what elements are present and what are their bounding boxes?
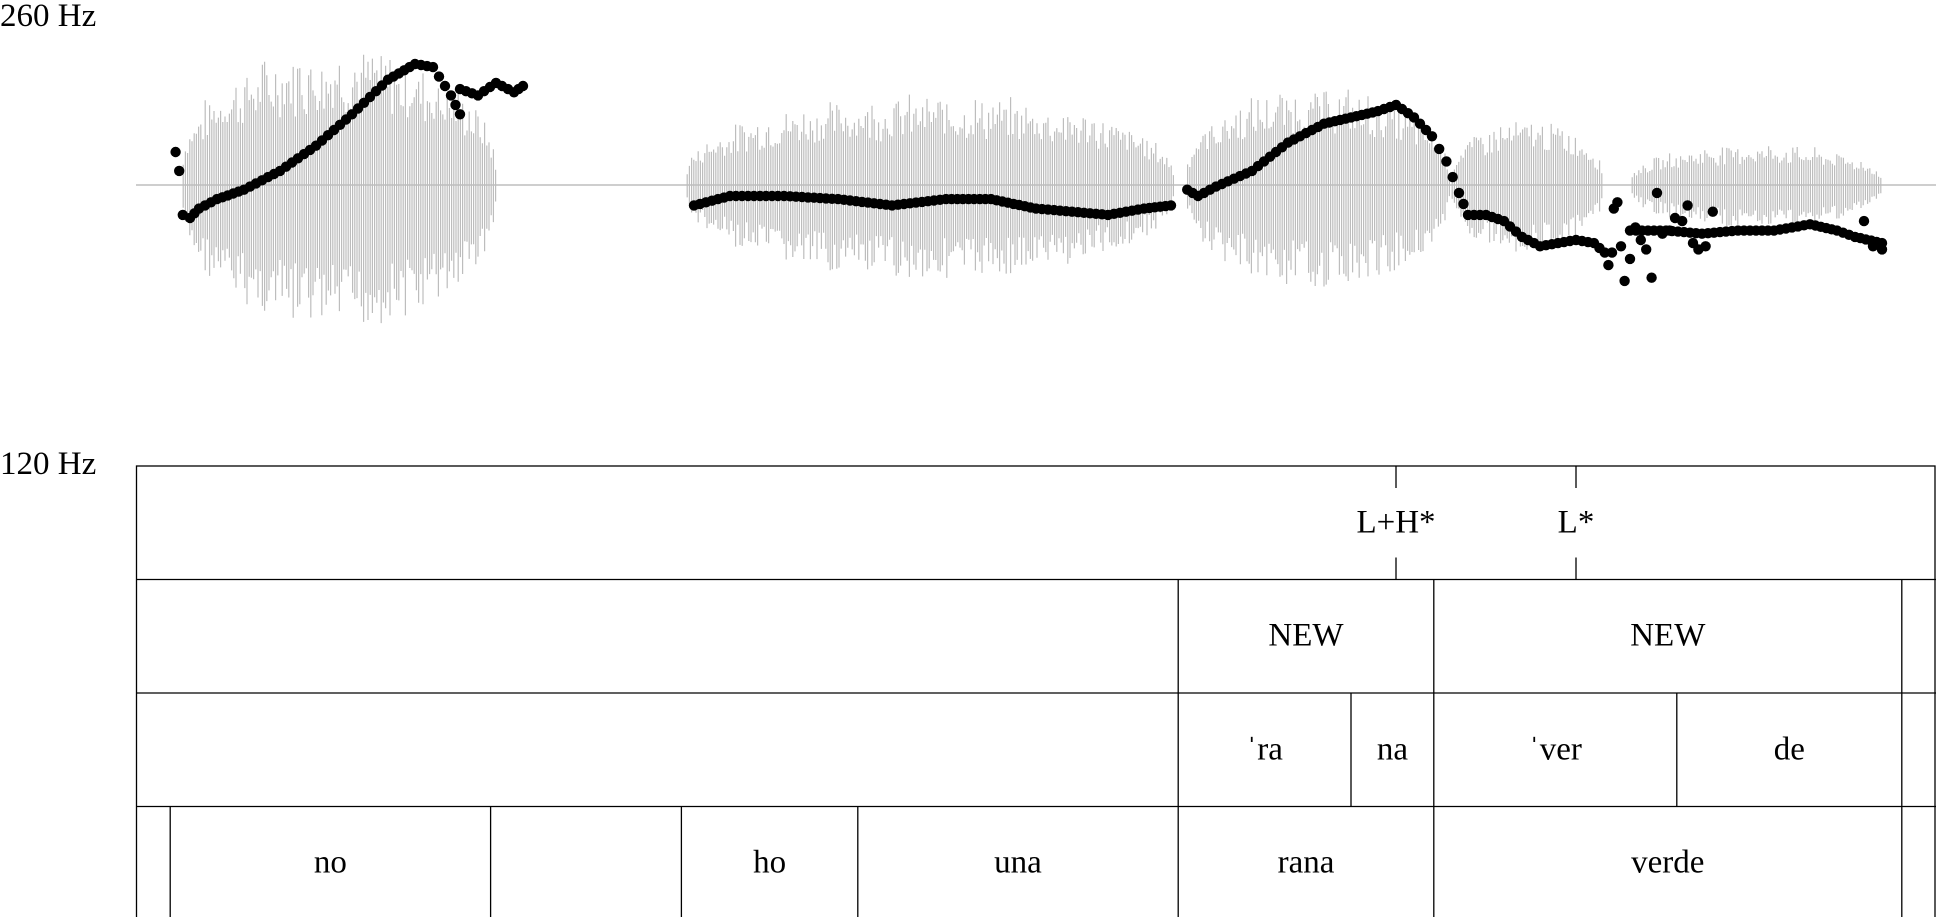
word-label-6: verde [1631,844,1705,881]
pitch-point [1165,200,1177,211]
pitch-point [174,165,185,177]
tone-label-0: L+H* [1356,504,1436,541]
word-label-4: una [994,844,1042,881]
waveform-segment-4 [1631,146,1882,227]
pitch-point [1700,241,1711,252]
pitch-point [170,146,181,158]
focus-label-1: NEW [1268,617,1344,654]
pitch-point [450,99,461,111]
pitch-point [1624,253,1636,265]
pitch-point [1612,197,1623,208]
waveform-segment-3 [1451,122,1603,252]
pitch-track [170,58,1888,287]
pitch-point [1635,234,1647,246]
pitch-point [454,109,466,120]
pitch-point [1434,143,1445,155]
pitch-point [1453,187,1465,199]
pitch-waveform-plot [136,54,1936,324]
pitch-point [1441,156,1452,167]
pitch-point [1619,275,1630,287]
pitch-point [445,90,457,101]
word-label-3: ho [753,844,787,881]
pitch-point [427,61,439,73]
waveform-segment-1 [686,94,1174,278]
pitch-point [1858,215,1870,227]
pitch-point [1664,225,1675,236]
pitch-point [1458,198,1469,210]
pitch-point [433,71,445,82]
pitch-point [1682,200,1693,211]
pitch-point [517,80,529,92]
pitch-point [1606,247,1618,258]
pitch-point [1651,187,1663,199]
pitch-point [1707,206,1719,217]
pitch-point [1615,241,1627,252]
pitch-point [1677,215,1688,227]
syllable-label-1: ˈra [1246,731,1283,768]
pitch-point [1599,247,1611,258]
word-label-5: rana [1277,844,1335,881]
pitch-point [1426,131,1438,142]
syllable-label-2: na [1376,731,1408,768]
focus-label-2: NEW [1630,617,1706,654]
pitch-point [1641,244,1652,255]
tier-grid [135,465,1936,917]
pitch-point [439,80,451,92]
syllable-label-4: de [1773,731,1805,768]
pitch-point [1876,244,1888,255]
pitch-point [1603,259,1614,271]
word-label-1: no [313,844,347,881]
pitch-axis-min-label: 120 Hz [0,446,97,482]
pitch-axis-max-label: 260 Hz [0,0,97,34]
tone-label-1: L* [1557,504,1595,541]
pitch-point [1630,222,1641,233]
syllable-label-3: ˈver [1528,731,1582,768]
pitch-point [1867,241,1879,252]
pitch-point [1447,171,1458,183]
pitch-point [1646,272,1657,283]
